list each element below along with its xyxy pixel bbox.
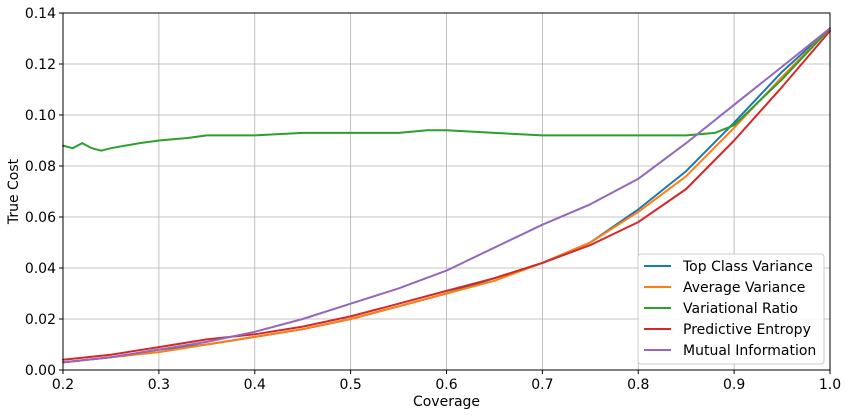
series-line-predictive-entropy <box>62 29 831 361</box>
series-line-average-variance <box>62 27 831 364</box>
x-tick-label: 0.2 <box>52 377 74 393</box>
x-tick-label: 0.3 <box>148 377 170 393</box>
legend-box <box>637 253 825 365</box>
x-tick-label: 0.6 <box>435 377 457 393</box>
x-axis-label: Coverage <box>413 394 480 410</box>
tick-layer: 0.2 0.3 0.4 0.5 0.6 0.7 0.8 0.9 1.0 0.00 0.02 0.04 0… <box>25 6 841 393</box>
y-tick-label: 0.04 <box>25 261 56 277</box>
x-tick-label: 0.5 <box>339 377 361 393</box>
legend-label: Variational Ratio <box>683 301 798 317</box>
y-axis-label: True Cost <box>6 158 22 225</box>
legend: Top Class Variance Average Variance Variat… <box>637 253 825 365</box>
y-tick-label: 0.06 <box>25 210 56 226</box>
x-tick-label: 0.7 <box>531 377 553 393</box>
series-layer <box>62 27 831 364</box>
y-tick-label: 0.02 <box>25 312 56 328</box>
legend-label: Predictive Entropy <box>683 322 811 338</box>
series-line-variational-ratio <box>62 27 831 152</box>
x-tick-label: 1.0 <box>819 377 841 393</box>
y-tick-label: 0.14 <box>25 6 56 22</box>
y-tick-label: 0.00 <box>25 363 56 379</box>
y-tick-label: 0.08 <box>25 159 56 175</box>
legend-label: Top Class Variance <box>682 259 813 275</box>
legend-label: Average Variance <box>683 280 805 296</box>
x-tick-label: 0.8 <box>627 377 649 393</box>
x-tick-label: 0.4 <box>244 377 266 393</box>
x-tick-label: 0.9 <box>723 377 745 393</box>
series-line-mutual-information <box>62 27 831 364</box>
legend-label: Mutual Information <box>683 343 816 359</box>
y-tick-label: 0.12 <box>25 57 56 73</box>
y-tick-label: 0.10 <box>25 108 56 124</box>
